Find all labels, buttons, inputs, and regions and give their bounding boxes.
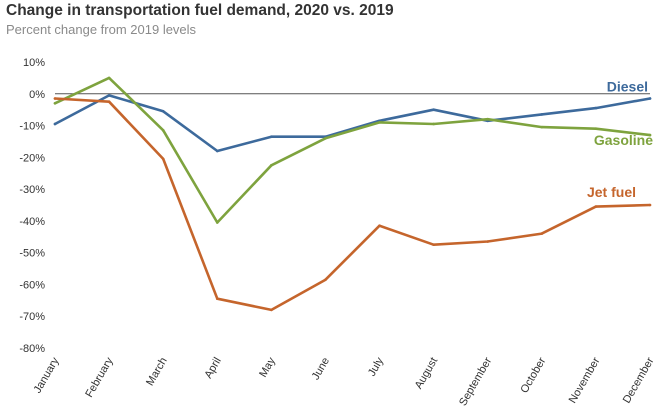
jet-fuel-point [378,224,381,227]
x-tick-label: November [567,355,603,405]
diesel-point [215,149,219,153]
gasoline-label: Gasoline [594,132,653,148]
jet-fuel-point [540,232,544,235]
y-tick-label: -80% [19,343,45,355]
diesel-point [540,113,544,116]
x-tick-label: October [518,355,548,395]
gasoline-point [215,221,219,224]
gasoline-point [486,117,490,121]
jet-fuel-point [594,205,598,208]
diesel-point [107,94,111,97]
x-tick-label: September [457,355,494,408]
gasoline-point [432,122,435,126]
jet-fuel-point [486,240,490,243]
jet-fuel-point [53,97,57,100]
chart-subtitle: Percent change from 2019 levels [6,22,197,37]
diesel-point [594,106,598,110]
x-axis: January February March April May June July Augu… [32,355,657,408]
jet-fuel-point [270,308,273,312]
diesel-point [432,108,435,111]
y-tick-label: 10% [23,57,45,69]
x-tick-label: April [202,356,223,381]
gasoline-line [53,76,652,224]
y-tick-label: -40% [19,216,45,228]
diesel-point [161,109,165,113]
y-axis: 10% 0% -10% -20% -30% -40% -50% -60% -70% -80% [19,57,45,355]
gasoline-point [270,163,273,167]
jet-fuel-line [53,97,652,312]
jet-fuel-label: Jet fuel [587,184,636,200]
x-tick-label: March [144,356,170,388]
y-tick-label: -50% [19,248,45,260]
y-tick-label: -70% [19,311,45,323]
series-lines [53,76,652,312]
x-tick-label: January [32,355,62,395]
y-tick-label: 0% [29,89,45,101]
jet-fuel-point [161,157,165,161]
gasoline-point [161,129,165,132]
y-tick-label: -30% [19,184,45,196]
jet-fuel-point [107,100,111,104]
x-tick-label: December [621,355,657,405]
jet-fuel-point [648,203,652,207]
chart-title: Change in transportation fuel demand, 20… [6,2,394,19]
diesel-point [53,122,57,126]
gasoline-point [324,136,327,140]
jet-fuel-point [432,243,435,247]
y-tick-label: -20% [19,152,45,164]
jet-fuel-point [215,297,219,301]
diesel-point [648,97,652,100]
x-tick-label: July [366,355,386,378]
diesel-line [53,94,652,153]
diesel-label: Diesel [607,79,648,95]
gasoline-point [107,76,111,80]
gasoline-point [648,133,652,137]
jet-fuel-point [324,278,327,281]
x-tick-label: February [83,355,116,400]
gasoline-point [53,102,57,105]
gasoline-point [378,121,381,124]
series-labels: Diesel Gasoline Jet fuel [587,79,653,200]
y-tick-label: -10% [19,121,45,133]
y-tick-label: -60% [19,279,45,291]
diesel-point [270,135,273,138]
x-tick-label: June [310,356,332,383]
x-tick-label: May [257,355,278,379]
gasoline-point [540,125,544,129]
gasoline-point [594,127,598,131]
x-tick-label: August [413,356,441,392]
